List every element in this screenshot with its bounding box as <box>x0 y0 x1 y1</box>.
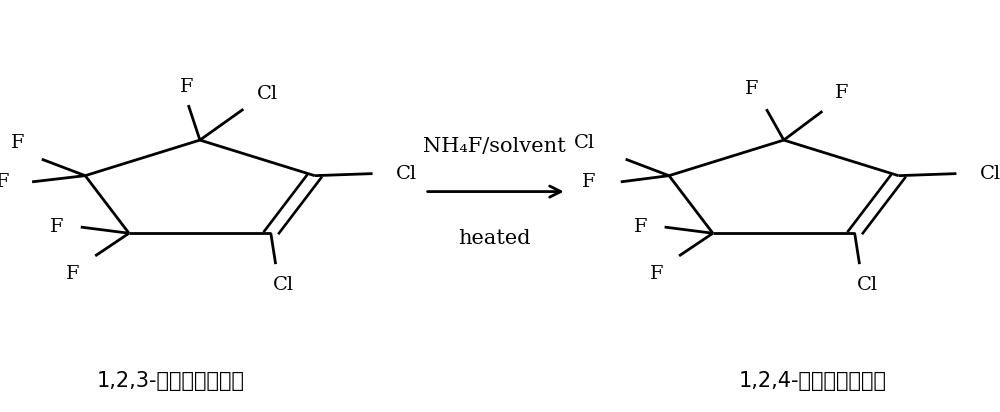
Text: Cl: Cl <box>396 165 417 183</box>
Text: F: F <box>66 265 80 283</box>
Text: F: F <box>835 84 848 102</box>
Text: heated: heated <box>458 229 531 248</box>
Text: F: F <box>634 218 647 236</box>
Text: Cl: Cl <box>857 276 878 294</box>
Text: F: F <box>650 265 664 283</box>
Text: Cl: Cl <box>574 134 595 152</box>
Text: 1,2,3-三氯五氟环戚烯: 1,2,3-三氯五氟环戚烯 <box>97 371 245 391</box>
Text: 1,2,4-三氯五氟环戚烯: 1,2,4-三氯五氟环戚烯 <box>739 371 887 391</box>
Text: F: F <box>180 77 193 96</box>
Text: Cl: Cl <box>273 276 294 294</box>
Text: F: F <box>582 173 596 191</box>
Text: Cl: Cl <box>980 165 1000 183</box>
Text: Cl: Cl <box>257 84 278 103</box>
Text: F: F <box>745 80 759 98</box>
Text: NH₄F/solvent: NH₄F/solvent <box>423 137 566 156</box>
Text: F: F <box>50 218 63 236</box>
Text: F: F <box>0 173 10 191</box>
Text: F: F <box>11 134 24 152</box>
